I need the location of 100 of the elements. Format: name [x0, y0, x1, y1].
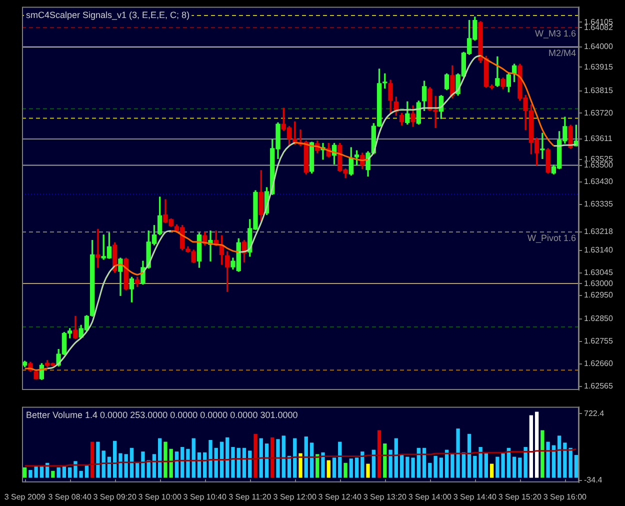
y-tick-label: 1.63045: [584, 268, 614, 278]
x-tick-label: 3 Sep 10:00: [138, 492, 182, 502]
y-tick-label: 1.63611: [584, 134, 613, 144]
bar: [102, 450, 106, 478]
bar: [354, 458, 359, 478]
bar: [208, 440, 212, 478]
bar: [220, 442, 224, 478]
chart-title: smC4Scalper Signals_v1 (3, E,E,E, C; 8): [26, 10, 190, 20]
bar: [321, 452, 325, 478]
bar: [51, 470, 55, 478]
bar: [383, 444, 387, 478]
y-tick-label: 1.63000: [584, 278, 614, 288]
x-tick-label: 3 Sep 11:20: [228, 492, 272, 502]
bar: [130, 448, 134, 478]
bar: [113, 440, 117, 478]
bar: [310, 442, 314, 478]
bar: [22, 467, 27, 478]
y-tick-label: 1.63720: [584, 108, 614, 118]
bar: [136, 462, 140, 478]
bar: [186, 448, 190, 478]
bar: [164, 442, 168, 478]
bar: [444, 450, 449, 478]
bar: [304, 436, 308, 478]
y-tick-label: 1.63915: [584, 62, 614, 72]
bar: [96, 442, 100, 478]
bar: [422, 448, 426, 478]
bar: [118, 453, 122, 478]
x-tick-label: 3 Sep 13:20: [363, 492, 408, 502]
bar: [439, 458, 443, 478]
bar: [298, 453, 302, 478]
bar: [540, 430, 544, 478]
line-series: [24, 448, 577, 467]
bar: [478, 447, 482, 478]
bar: [512, 456, 516, 478]
y-tick-label: 1.63430: [584, 177, 614, 186]
y-tick-label: 1.63500: [584, 160, 614, 170]
bar: [248, 450, 252, 478]
y-tick-label: 1.63815: [584, 86, 614, 95]
bar: [226, 437, 230, 478]
bar: [574, 454, 578, 478]
bar: [344, 462, 348, 478]
y-tick-label: 1.62565: [584, 382, 614, 391]
bar: [416, 448, 420, 478]
bar: [236, 448, 240, 478]
ref-line-label: M2/M4: [548, 48, 576, 58]
bar: [349, 458, 353, 478]
x-tick-label: 3 Sep 14:40: [453, 492, 498, 502]
candlestick: [540, 132, 545, 159]
x-tick-label: 3 Sep 09:20: [93, 492, 137, 502]
y-tick-label: 1.63218: [584, 227, 614, 236]
bar: [242, 448, 246, 478]
y-tick-label: 722.4: [584, 408, 605, 418]
bar: [68, 467, 72, 478]
y-tick-label: -34.4: [584, 476, 603, 485]
x-tick-label: 3 Sep 12:00: [273, 492, 317, 502]
bar: [282, 436, 286, 478]
bar: [372, 450, 376, 478]
bar: [377, 430, 382, 478]
bar: [180, 447, 184, 478]
bar: [552, 445, 556, 478]
x-tick-label: 3 Sep 08:40: [48, 492, 92, 502]
bar: [501, 453, 505, 478]
y-tick-label: 1.62660: [584, 359, 614, 368]
bar: [338, 442, 342, 478]
bar: [231, 447, 235, 478]
x-tick-label: 3 Sep 10:40: [183, 492, 227, 502]
bar: [467, 434, 472, 478]
x-tick-label: 3 Sep 16:00: [543, 492, 588, 502]
y-tick-label: 1.63335: [584, 200, 614, 209]
bar: [270, 437, 274, 478]
candlestick: [96, 228, 100, 268]
bar: [484, 453, 488, 478]
bar: [406, 456, 410, 478]
bar: [326, 460, 330, 478]
bar: [332, 458, 336, 478]
bar: [490, 464, 494, 478]
bar: [276, 439, 280, 478]
bar: [40, 466, 44, 478]
bar: [546, 442, 550, 478]
y-tick-label: 1.63140: [584, 246, 614, 255]
y-tick-label: 1.62755: [584, 336, 614, 346]
bar: [534, 412, 539, 478]
y-tick-label: 1.62850: [584, 314, 614, 324]
bar: [141, 451, 145, 478]
y-tick-label: 1.64000: [584, 42, 614, 52]
bar: [428, 462, 432, 478]
bar: [90, 442, 94, 478]
bar: [259, 438, 263, 478]
bar: [158, 438, 162, 478]
x-tick-label: 3 Sep 14:00: [408, 492, 452, 502]
y-tick-label: 1.62950: [584, 290, 614, 300]
bar: [434, 456, 438, 478]
x-tick-label: 3 Sep 2009: [4, 492, 46, 502]
bar: [56, 467, 60, 478]
bar: [192, 438, 196, 478]
bar: [254, 434, 258, 478]
bar: [394, 438, 398, 478]
bar: [557, 436, 562, 478]
bar: [456, 428, 460, 478]
bar: [506, 448, 510, 478]
